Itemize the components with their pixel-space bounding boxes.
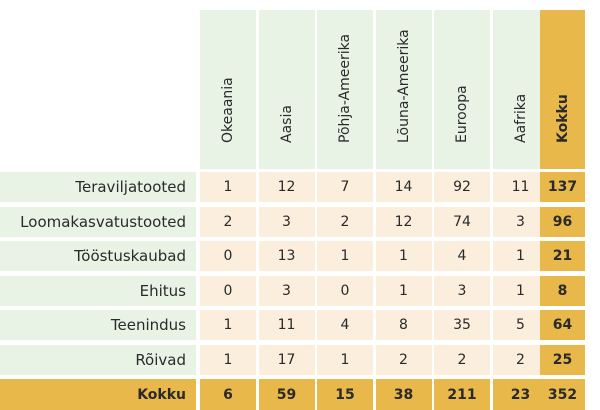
row-label: Teraviljatooted xyxy=(0,172,196,202)
table-cell: 1 xyxy=(492,241,549,271)
column-header: Okeaania xyxy=(200,10,256,169)
table-cell: 74 xyxy=(434,206,490,237)
column-total-cell: 211 xyxy=(434,379,490,410)
table-cell: 35 xyxy=(434,310,490,340)
table-cell: 3 xyxy=(492,206,549,237)
grand-total-cell: 352 xyxy=(540,379,585,410)
table-cell: 2 xyxy=(375,344,432,375)
table-cell: 4 xyxy=(434,241,490,271)
column-total-cell: 38 xyxy=(375,379,432,410)
footer-total-label: Kokku xyxy=(0,379,196,410)
table-cell: 2 xyxy=(317,206,373,237)
row-total-cell: 137 xyxy=(540,172,585,202)
row-total-cell: 96 xyxy=(540,206,585,237)
column-total-cell: 15 xyxy=(317,379,373,410)
table-cell: 1 xyxy=(200,344,256,375)
row-total-cell: 64 xyxy=(540,310,585,340)
column-header: Lõuna-Ameerika xyxy=(375,10,432,169)
row-total-cell: 8 xyxy=(540,275,585,306)
table-cell: 11 xyxy=(258,310,315,340)
table-cell: 0 xyxy=(200,275,256,306)
table-cell: 17 xyxy=(258,344,315,375)
table-cell: 0 xyxy=(317,275,373,306)
table-cell: 12 xyxy=(258,172,315,202)
column-header-label: Euroopa xyxy=(454,85,470,143)
table-cell: 2 xyxy=(200,206,256,237)
column-header-label: Põhja-Ameerika xyxy=(337,33,353,143)
row-label: Tööstuskaubad xyxy=(0,241,196,271)
column-header-label: Lõuna-Ameerika xyxy=(395,29,412,143)
table-cell: 1 xyxy=(375,241,432,271)
table-cell: 2 xyxy=(434,344,490,375)
row-total-cell: 25 xyxy=(540,344,585,375)
table-cell: 8 xyxy=(375,310,432,340)
table-cell: 2 xyxy=(492,344,549,375)
row-total-cell: 21 xyxy=(540,241,585,271)
table-cell: 1 xyxy=(375,275,432,306)
table-cell: 4 xyxy=(317,310,373,340)
table-cell: 3 xyxy=(258,275,315,306)
column-header-label: Okeaania xyxy=(220,77,236,143)
column-header-total-label: Kokku xyxy=(554,94,571,143)
row-label: Loomakasvatustooted xyxy=(0,206,196,237)
table-cell: 3 xyxy=(258,206,315,237)
table-cell: 7 xyxy=(317,172,373,202)
column-header: Põhja-Ameerika xyxy=(317,10,373,169)
column-header-label: Aasia xyxy=(278,105,295,143)
table-cell: 13 xyxy=(258,241,315,271)
table-cell: 1 xyxy=(317,241,373,271)
table-cell: 1 xyxy=(200,172,256,202)
table-cell: 0 xyxy=(200,241,256,271)
row-label: Rõivad xyxy=(0,344,196,375)
column-total-cell: 23 xyxy=(492,379,549,410)
table-cell: 1 xyxy=(492,275,549,306)
row-label: Teenindus xyxy=(0,310,196,340)
column-header-label: Aafrika xyxy=(512,93,529,143)
row-label: Ehitus xyxy=(0,275,196,306)
column-header: Aasia xyxy=(258,10,315,169)
column-header: Euroopa xyxy=(434,10,490,169)
table-cell: 1 xyxy=(317,344,373,375)
table-cell: 14 xyxy=(375,172,432,202)
table-cell: 12 xyxy=(375,206,432,237)
column-header: Aafrika xyxy=(492,10,549,169)
table-cell: 3 xyxy=(434,275,490,306)
table-cell: 1 xyxy=(200,310,256,340)
table-cell: 92 xyxy=(434,172,490,202)
column-total-cell: 59 xyxy=(258,379,315,410)
column-total-cell: 6 xyxy=(200,379,256,410)
column-header-total: Kokku xyxy=(540,10,585,169)
table-cell: 11 xyxy=(492,172,549,202)
table-cell: 5 xyxy=(492,310,549,340)
